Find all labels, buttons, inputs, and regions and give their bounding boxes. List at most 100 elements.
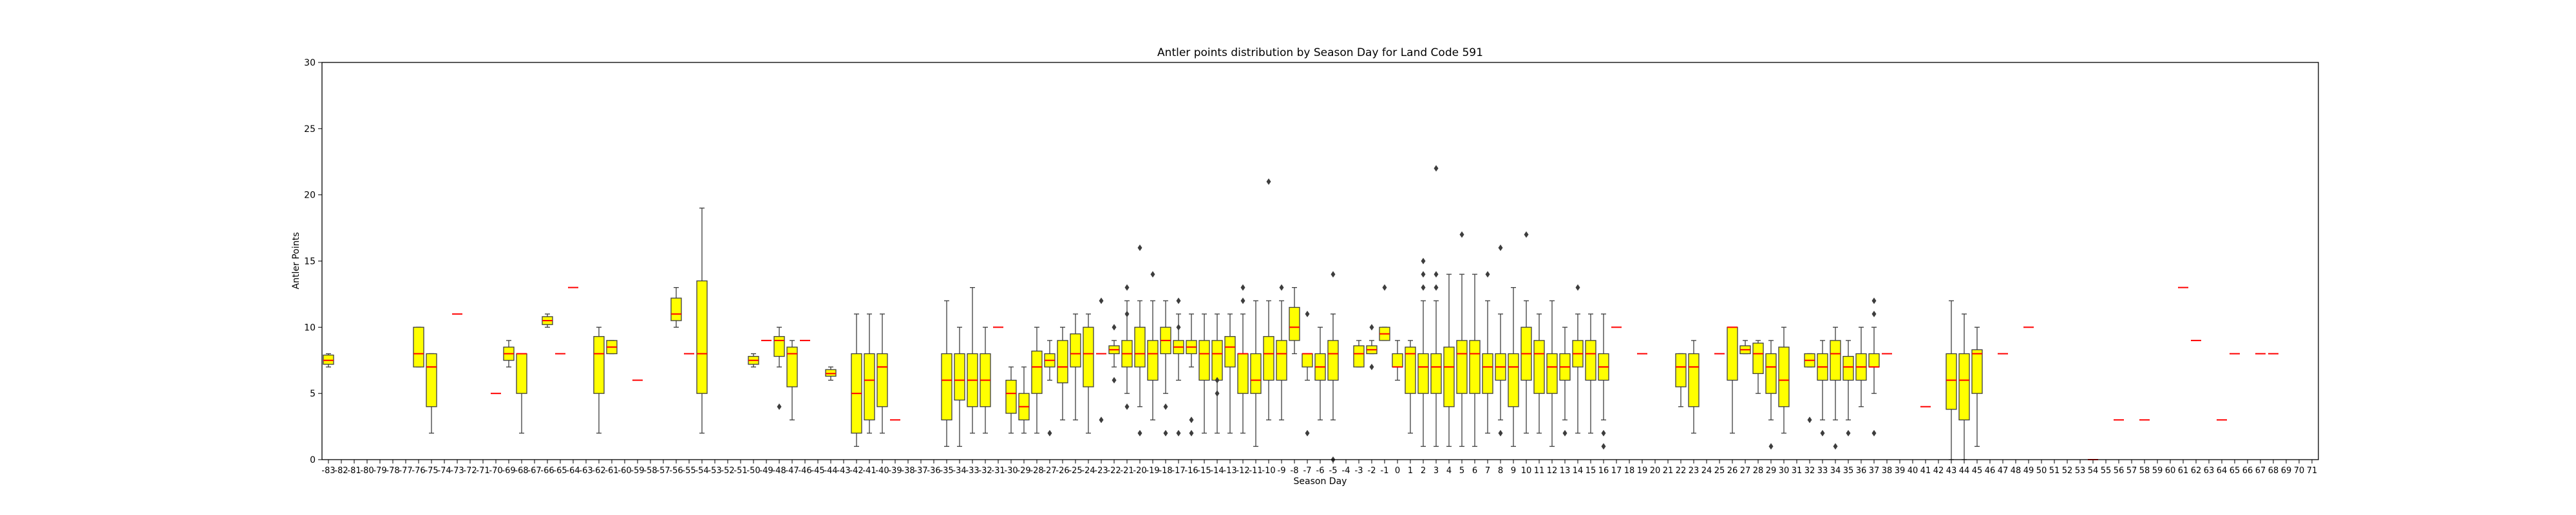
x-tick-label: -20: [1133, 466, 1146, 476]
box-iqr: [1198, 340, 1210, 381]
x-tick-label: -34: [952, 466, 966, 476]
box-iqr: [323, 354, 334, 365]
x-tick-label: -25: [1068, 466, 1082, 476]
x-tick-label: -36: [927, 466, 940, 476]
x-tick-label: 6: [1472, 466, 1477, 476]
x-tick-label: -64: [566, 466, 580, 476]
plot-area: 051015202530-83-82-81-80-79-78-77-76-75-…: [304, 58, 2317, 476]
x-tick-label: -70: [489, 466, 502, 476]
outlier-point: [1485, 271, 1490, 278]
x-tick-label: 63: [2204, 466, 2215, 476]
x-tick-label: 10: [1521, 466, 1532, 476]
x-tick-label: 49: [2023, 466, 2034, 476]
x-tick-label: 47: [1998, 466, 2009, 476]
box-iqr: [696, 280, 708, 394]
x-tick-label: 18: [1624, 466, 1635, 476]
x-tick-label: -54: [695, 466, 708, 476]
x-tick-label: -13: [1223, 466, 1236, 476]
x-tick-label: 55: [2101, 466, 2112, 476]
x-tick-label: -39: [888, 466, 902, 476]
box-iqr: [516, 353, 527, 394]
x-tick-label: -53: [708, 466, 721, 476]
x-tick-label: 32: [1804, 466, 1815, 476]
x-tick-label: -68: [515, 466, 528, 476]
x-tick-label: -18: [1159, 466, 1172, 476]
outlier-point: [1112, 324, 1117, 331]
box-iqr: [1946, 353, 1957, 410]
x-tick-label: 58: [2139, 466, 2150, 476]
x-tick-label: 42: [1933, 466, 1944, 476]
x-tick-label: 53: [2075, 466, 2086, 476]
box-iqr: [426, 353, 437, 407]
x-tick-label: 48: [2011, 466, 2022, 476]
x-tick-label: -50: [746, 466, 760, 476]
x-tick-label: 71: [2307, 466, 2318, 476]
x-tick-label: -66: [540, 466, 554, 476]
x-tick-label: 39: [1895, 466, 1906, 476]
outlier-point: [1124, 284, 1130, 291]
x-tick-label: -45: [811, 466, 824, 476]
outlier-point: [1099, 417, 1104, 424]
x-tick-label: -49: [759, 466, 773, 476]
x-tick-label: 15: [1586, 466, 1596, 476]
x-tick-label: -22: [1107, 466, 1121, 476]
x-tick-label: 4: [1446, 466, 1452, 476]
box-iqr: [1443, 346, 1455, 407]
x-tick-label: 51: [2049, 466, 2060, 476]
x-tick-label: -83: [321, 466, 335, 476]
x-tick-label: -60: [618, 466, 631, 476]
x-tick-label: 17: [1611, 466, 1622, 476]
chart-title: Antler points distribution by Season Day…: [1157, 46, 1483, 59]
x-tick-label: -56: [669, 466, 683, 476]
box-iqr: [1971, 349, 1983, 394]
box-iqr: [1765, 353, 1777, 394]
x-tick-label: -12: [1236, 466, 1249, 476]
box-iqr: [1469, 340, 1481, 394]
x-tick-label: 36: [1856, 466, 1867, 476]
x-tick-label: -43: [837, 466, 850, 476]
box-iqr: [670, 297, 682, 321]
x-tick-label: 14: [1573, 466, 1584, 476]
x-tick-label: -72: [463, 466, 477, 476]
x-tick-label: -57: [656, 466, 670, 476]
outlier-point: [1434, 165, 1439, 172]
x-tick-label: -2: [1368, 466, 1376, 476]
outlier-point: [1150, 271, 1155, 278]
box-iqr: [1353, 345, 1365, 368]
box-iqr: [1417, 353, 1429, 394]
x-tick-label: -16: [1184, 466, 1198, 476]
x-tick-label: 46: [1985, 466, 1996, 476]
outlier-point: [1189, 417, 1194, 424]
x-tick-label: -6: [1316, 466, 1325, 476]
box-iqr: [1070, 333, 1081, 368]
x-tick-label: 62: [2191, 466, 2202, 476]
outlier-point: [1305, 310, 1310, 317]
box-iqr: [864, 353, 875, 420]
outlier-point: [1124, 403, 1130, 410]
x-tick-label: 31: [1792, 466, 1803, 476]
x-tick-label: -73: [450, 466, 464, 476]
x-tick-label: -14: [1210, 466, 1224, 476]
box-iqr: [1005, 379, 1017, 414]
x-tick-label: 30: [1779, 466, 1790, 476]
x-tick-label: 13: [1560, 466, 1571, 476]
outlier-point: [1498, 244, 1503, 251]
x-tick-label: -46: [798, 466, 811, 476]
x-tick-label: 61: [2178, 466, 2189, 476]
x-tick-label: -40: [875, 466, 889, 476]
x-tick-label: -5: [1329, 466, 1338, 476]
box-iqr: [1276, 340, 1287, 381]
box-iqr: [1405, 346, 1416, 394]
box-iqr: [1031, 350, 1043, 394]
x-tick-label: -51: [734, 466, 747, 476]
x-tick-label: 38: [1882, 466, 1893, 476]
x-tick-label: 25: [1714, 466, 1725, 476]
outlier-point: [1369, 324, 1374, 331]
x-tick-label: -42: [849, 466, 863, 476]
x-tick-label: -47: [785, 466, 799, 476]
box-iqr: [954, 353, 965, 401]
outlier-point: [1099, 297, 1104, 304]
outlier-point: [1421, 271, 1426, 278]
x-tick-label: -74: [437, 466, 451, 476]
